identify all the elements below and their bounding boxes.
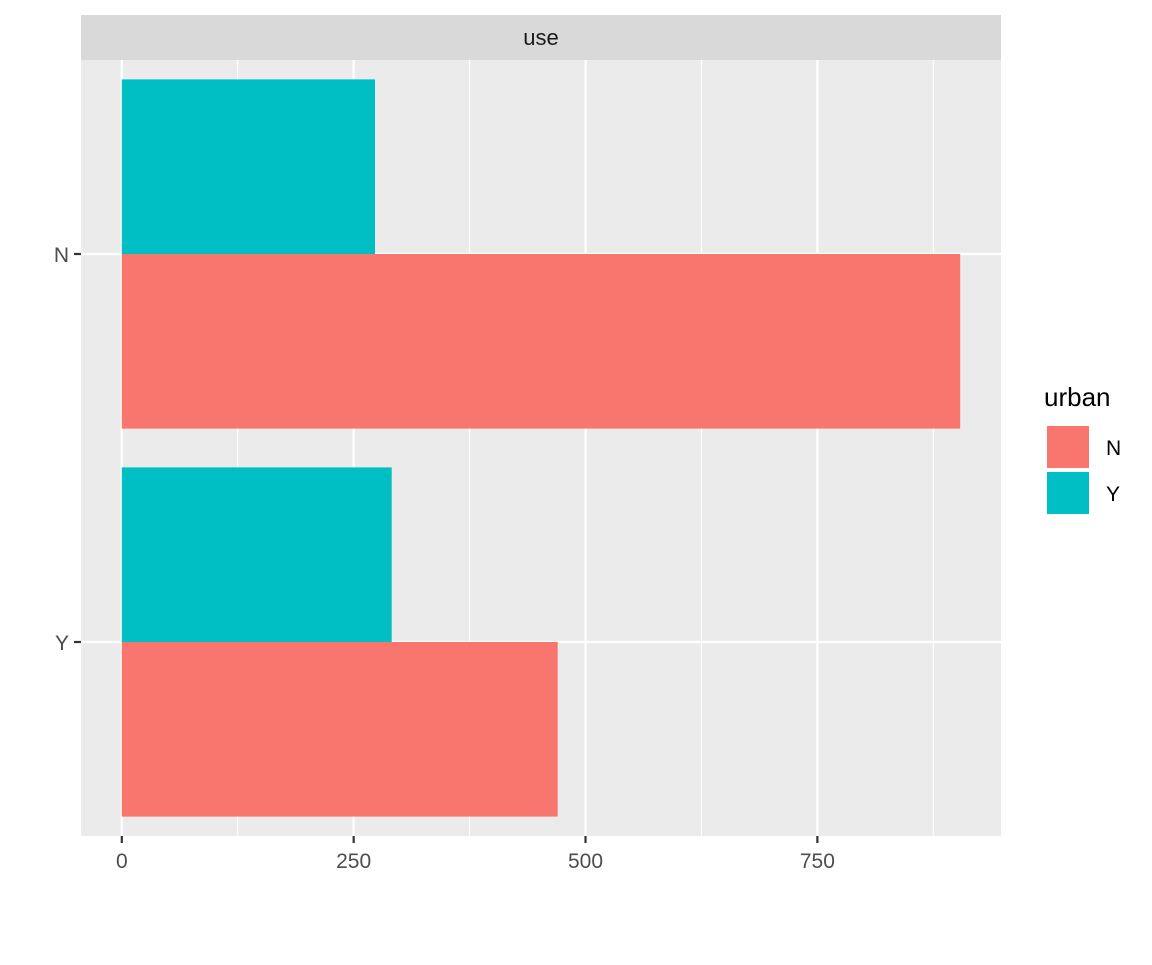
facet-strip-label: use — [523, 25, 558, 50]
legend: urban NY — [1044, 382, 1121, 516]
x-tick-label: 750 — [800, 850, 835, 873]
legend-label-y: Y — [1106, 483, 1120, 506]
bar-n-n — [121, 254, 961, 429]
bar-y-n — [121, 79, 375, 255]
legend-label-n: N — [1106, 437, 1121, 460]
bar-y-y — [121, 467, 392, 642]
x-axis: 0 250 500 750 — [116, 836, 835, 873]
facet-strip — [81, 15, 1001, 60]
bar-n-y — [121, 642, 558, 817]
x-tick-label: 250 — [336, 850, 371, 873]
y-tick-label: N — [54, 244, 69, 267]
bars — [121, 79, 961, 817]
legend-key-n — [1045, 424, 1091, 470]
x-tick-label: 0 — [116, 850, 128, 873]
y-tick-label: Y — [55, 632, 69, 655]
legend-title: urban — [1044, 382, 1111, 412]
y-axis: NY — [54, 244, 81, 655]
legend-key-y — [1045, 470, 1091, 516]
legend-items: NY — [1045, 424, 1121, 516]
x-tick-label: 500 — [568, 850, 603, 873]
